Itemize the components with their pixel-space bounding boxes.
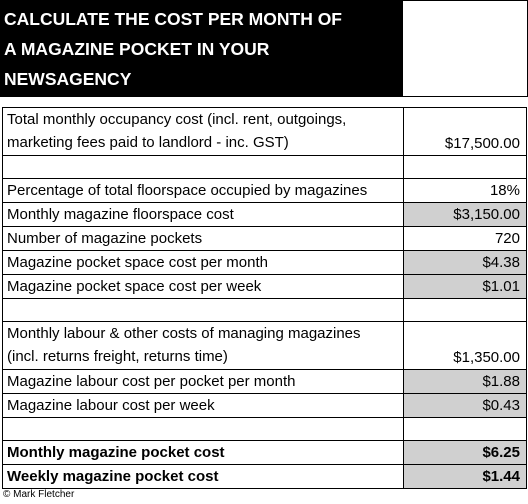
row-label: marketing fees paid to landlord - inc. G…: [7, 134, 289, 151]
row-value-cell: $1,350.00: [403, 321, 527, 370]
blank-row-value-cell: [403, 298, 527, 322]
row-value-cell: 18%: [403, 178, 527, 203]
row-value: $1.01: [482, 278, 520, 295]
row-value-cell: 720: [403, 226, 527, 251]
row-label: Magazine labour cost per pocket per mont…: [7, 373, 296, 390]
title-line: CALCULATE THE COST PER MONTH OF: [4, 9, 342, 29]
blank-row-label-cell: [2, 155, 404, 179]
row-label-cell: Monthly labour & other costs of managing…: [2, 321, 404, 370]
row-label-cell: Total monthly occupancy cost (incl. rent…: [2, 107, 404, 156]
row-label-cell: Number of magazine pockets: [2, 226, 404, 251]
row-label: Monthly magazine floorspace cost: [7, 206, 234, 223]
row-value: 18%: [489, 182, 520, 199]
blank-row-value-cell: [403, 155, 527, 179]
row-value-cell: $1.44: [403, 464, 527, 489]
row-label-cell: Magazine pocket space cost per month: [2, 250, 404, 275]
blank-row-label-cell: [2, 417, 404, 441]
row-value-cell: $1.88: [403, 369, 527, 394]
row-value: $1.44: [482, 468, 520, 485]
row-label-cell: Magazine pocket space cost per week: [2, 274, 404, 299]
row-label: Monthly magazine pocket cost: [7, 444, 225, 461]
title-line: NEWSAGENCY: [4, 69, 132, 89]
row-label: Magazine pocket space cost per month: [7, 254, 268, 271]
row-label: Total monthly occupancy cost (incl. rent…: [7, 111, 347, 128]
row-label: Percentage of total floorspace occupied …: [7, 182, 368, 199]
row-value: 720: [494, 230, 520, 247]
row-value-cell: $6.25: [403, 440, 527, 465]
row-label: Magazine labour cost per week: [7, 397, 215, 414]
title-line: A MAGAZINE POCKET IN YOUR: [4, 39, 270, 59]
row-value: $6.25: [482, 444, 520, 461]
row-value: $1.88: [482, 373, 520, 390]
row-value: $4.38: [482, 254, 520, 271]
row-label: (incl. returns freight, returns time): [7, 348, 228, 365]
row-value-cell: $17,500.00: [403, 107, 527, 156]
row-value: $17,500.00: [444, 135, 520, 152]
header: CALCULATE THE COST PER MONTH OF A MAGAZIN…: [0, 0, 403, 97]
row-label-cell: Weekly magazine pocket cost: [2, 464, 404, 489]
row-label: Number of magazine pockets: [7, 230, 203, 247]
row-label-cell: Monthly magazine pocket cost: [2, 440, 404, 465]
row-value: $3,150.00: [453, 206, 520, 223]
row-label-cell: Magazine labour cost per pocket per mont…: [2, 369, 404, 394]
row-label: Magazine pocket space cost per week: [7, 278, 262, 295]
row-value-cell: $4.38: [403, 250, 527, 275]
row-value: $0.43: [482, 397, 520, 414]
row-label: Monthly labour & other costs of managing…: [7, 325, 361, 342]
row-value-cell: $1.01: [403, 274, 527, 299]
row-value-cell: $3,150.00: [403, 202, 527, 227]
header-blank-cell: [403, 0, 528, 97]
credit: © Mark Fletcher: [3, 489, 75, 500]
row-label-cell: Monthly magazine floorspace cost: [2, 202, 404, 227]
row-label-cell: Magazine labour cost per week: [2, 393, 404, 418]
blank-row-value-cell: [403, 417, 527, 441]
row-label: Weekly magazine pocket cost: [7, 468, 219, 485]
row-value: $1,350.00: [453, 349, 520, 366]
row-value-cell: $0.43: [403, 393, 527, 418]
row-label-cell: Percentage of total floorspace occupied …: [2, 178, 404, 203]
blank-row-label-cell: [2, 298, 404, 322]
